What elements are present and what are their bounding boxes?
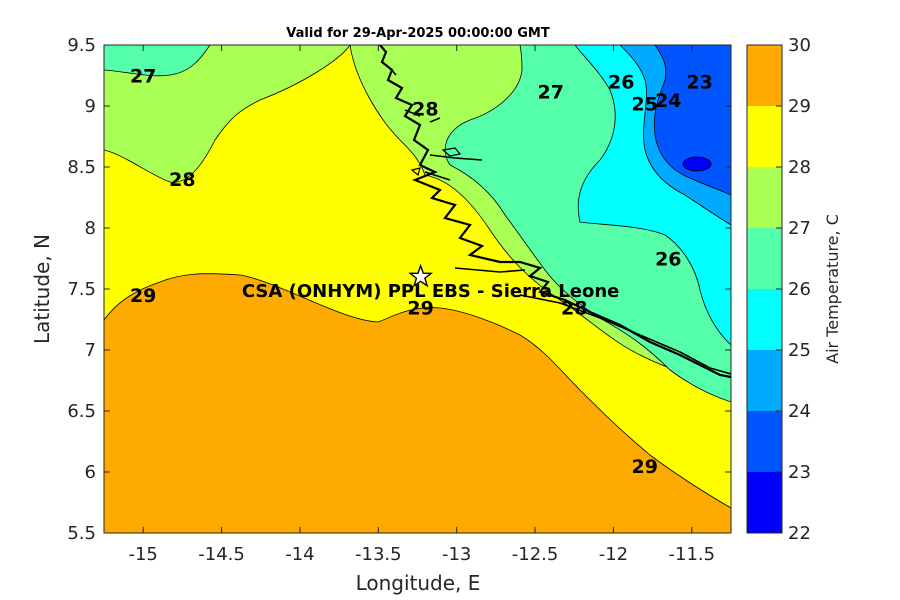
colorbar-title: Air Temperature, C (823, 214, 842, 364)
x-tick-label: -13 (442, 544, 471, 565)
band-26-27-nw (104, 45, 211, 77)
contour-label: 29 (407, 297, 433, 319)
y-tick-label: 8.5 (67, 157, 96, 178)
colorbar-band (747, 106, 782, 167)
band-23-24 (653, 45, 731, 196)
coastline-islands (410, 147, 462, 177)
colorbar-band (747, 289, 782, 350)
plot-title: Valid for 29-Apr-2025 00:00:00 GMT (286, 26, 550, 41)
contour-label: 28 (412, 98, 438, 120)
y-tick-label: 9.5 (67, 35, 96, 56)
x-tick-label: -11.5 (669, 544, 716, 565)
colorbar-band (747, 45, 782, 106)
colorbar-band (747, 228, 782, 289)
colorbar-tick-label: 27 (788, 218, 811, 239)
y-tick-label: 5.5 (67, 523, 96, 544)
contour-label: 24 (655, 90, 681, 112)
colorbar-band (747, 472, 782, 533)
colorbar-tick-label: 22 (788, 523, 811, 544)
x-tick-label: -15 (128, 544, 157, 565)
x-axis-title: Longitude, E (356, 571, 481, 595)
colorbar-tick-label: 28 (788, 157, 811, 178)
y-tick-label: 6 (85, 462, 96, 483)
colorbar-band (747, 350, 782, 411)
contour-label: 28 (169, 169, 195, 191)
contour-label: 26 (655, 249, 681, 271)
contour-label: 23 (686, 72, 712, 94)
contour-label: 27 (130, 66, 156, 88)
y-tick-label: 9 (85, 96, 96, 117)
contour-label: 26 (608, 72, 634, 94)
colorbar-tick-label: 26 (788, 279, 811, 300)
station-label: CSA (ONHYM) PPL EBS - Sierra Leone (242, 281, 619, 302)
contour-label: 29 (130, 285, 156, 307)
contour-label: 27 (538, 81, 564, 103)
y-tick-label: 8 (85, 218, 96, 239)
colorbar-tick-label: 29 (788, 96, 811, 117)
x-tick-label: -14.5 (198, 544, 245, 565)
y-axis-title: Latitude, N (30, 234, 54, 344)
band-27-28-west (104, 45, 351, 183)
x-tick-label: -12.5 (512, 544, 559, 565)
y-tick-label: 7.5 (67, 279, 96, 300)
contour-label: 25 (632, 94, 658, 116)
band-22-23-cell (682, 156, 712, 172)
y-tick-label: 7 (85, 340, 96, 361)
x-tick-label: -14 (285, 544, 314, 565)
x-tick-label: -12 (599, 544, 628, 565)
colorbar-tick-label: 24 (788, 401, 811, 422)
y-tick-label: 6.5 (67, 401, 96, 422)
star-icon (408, 263, 434, 288)
colorbar-ticks: 30 29 28 27 26 25 24 23 22 (776, 35, 811, 544)
station-marker[interactable] (408, 263, 434, 288)
contour-label: 28 (561, 297, 587, 319)
coastline (379, 45, 731, 379)
colorbar-band (747, 167, 782, 228)
colorbar-tick-label: 23 (788, 462, 811, 483)
x-axis: -15 -14.5 -14 -13.5 -13 -12.5 -12 -11.5 (128, 45, 715, 565)
x-tick-label: -13.5 (355, 544, 402, 565)
y-axis: 9.5 9 8.5 8 7.5 7 6.5 6 5.5 (67, 35, 731, 544)
colorbar-tick-label: 25 (788, 340, 811, 361)
colorbar-band (747, 411, 782, 472)
contour-label: 29 (632, 456, 658, 478)
colorbar (747, 45, 782, 533)
coastline-inlets (389, 67, 731, 375)
colorbar-tick-label: 30 (788, 35, 811, 56)
